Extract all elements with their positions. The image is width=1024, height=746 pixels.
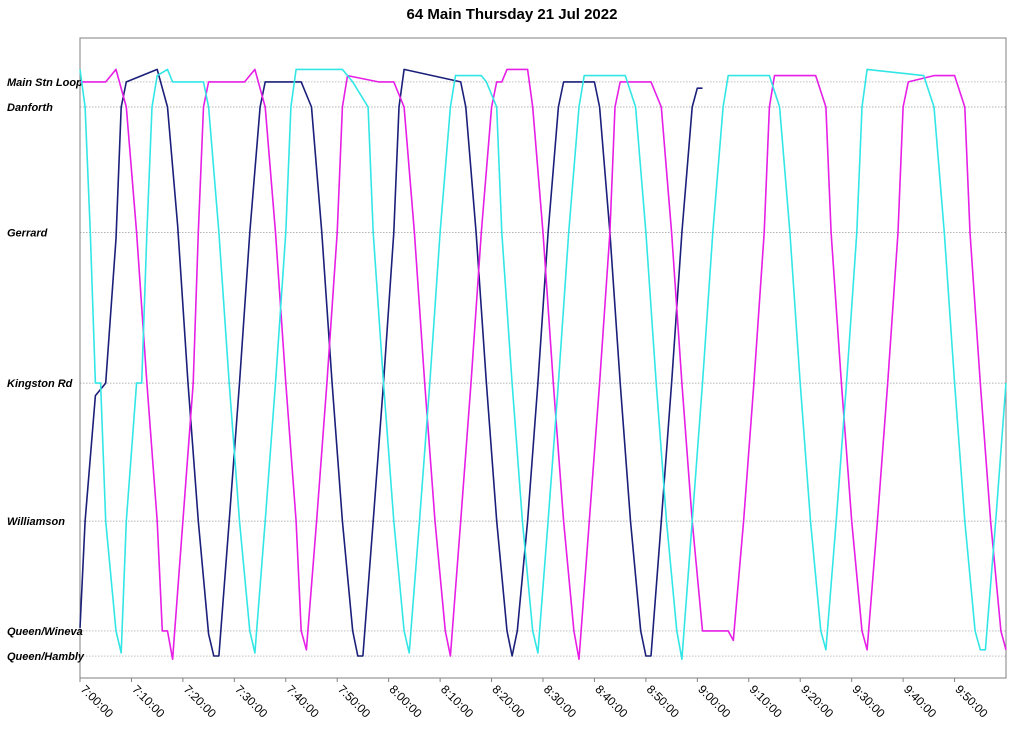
x-tick-label-16: 9:40:00 — [901, 682, 939, 720]
chart-title: 64 Main Thursday 21 Jul 2022 — [406, 6, 618, 23]
x-tick-label-8: 8:20:00 — [489, 682, 527, 720]
grid-layer — [80, 81, 1006, 657]
x-tick-label-2: 7:20:00 — [181, 682, 219, 720]
stop-label-6: Queen/Hambly — [7, 651, 85, 663]
stop-label-3: Kingston Rd — [7, 378, 73, 390]
stop-label-5: Queen/Wineva — [7, 626, 83, 638]
x-tick-label-7: 8:10:00 — [438, 682, 476, 720]
x-tick-label-0: 7:00:00 — [78, 682, 116, 720]
x-tick-label-5: 7:50:00 — [335, 682, 373, 720]
stop-label-4: Williamson — [7, 516, 65, 528]
x-axis-ticks: 7:00:00 7:10:00 7:20:00 7:30:00 7:40:00 7:50:… — [78, 678, 991, 721]
x-tick-label-10: 8:40:00 — [592, 682, 630, 720]
x-tick-label-6: 8:00:00 — [387, 682, 425, 720]
x-tick-label-4: 7:40:00 — [284, 682, 322, 720]
stop-label-0: Main Stn Loop — [7, 77, 83, 89]
series-line-1 — [80, 68, 1007, 661]
x-tick-label-12: 9:00:00 — [695, 682, 733, 720]
stop-label-2: Gerrard — [7, 228, 48, 240]
x-tick-label-9: 8:30:00 — [541, 682, 579, 720]
x-tick-label-15: 9:30:00 — [850, 682, 888, 720]
x-tick-label-13: 9:10:00 — [747, 682, 785, 720]
series-line-0 — [79, 68, 703, 657]
x-tick-label-1: 7:10:00 — [129, 682, 167, 720]
stop-labels: Main Stn Loop Danforth Gerrard Kingston Rd W… — [7, 77, 85, 663]
x-tick-label-3: 7:30:00 — [232, 682, 270, 720]
series-layer — [79, 68, 1007, 661]
x-tick-label-17: 9:50:00 — [952, 682, 990, 720]
stop-label-1: Danforth — [7, 102, 53, 114]
series-line-2 — [79, 68, 1007, 661]
x-tick-label-11: 8:50:00 — [644, 682, 682, 720]
x-tick-label-14: 9:20:00 — [798, 682, 836, 720]
